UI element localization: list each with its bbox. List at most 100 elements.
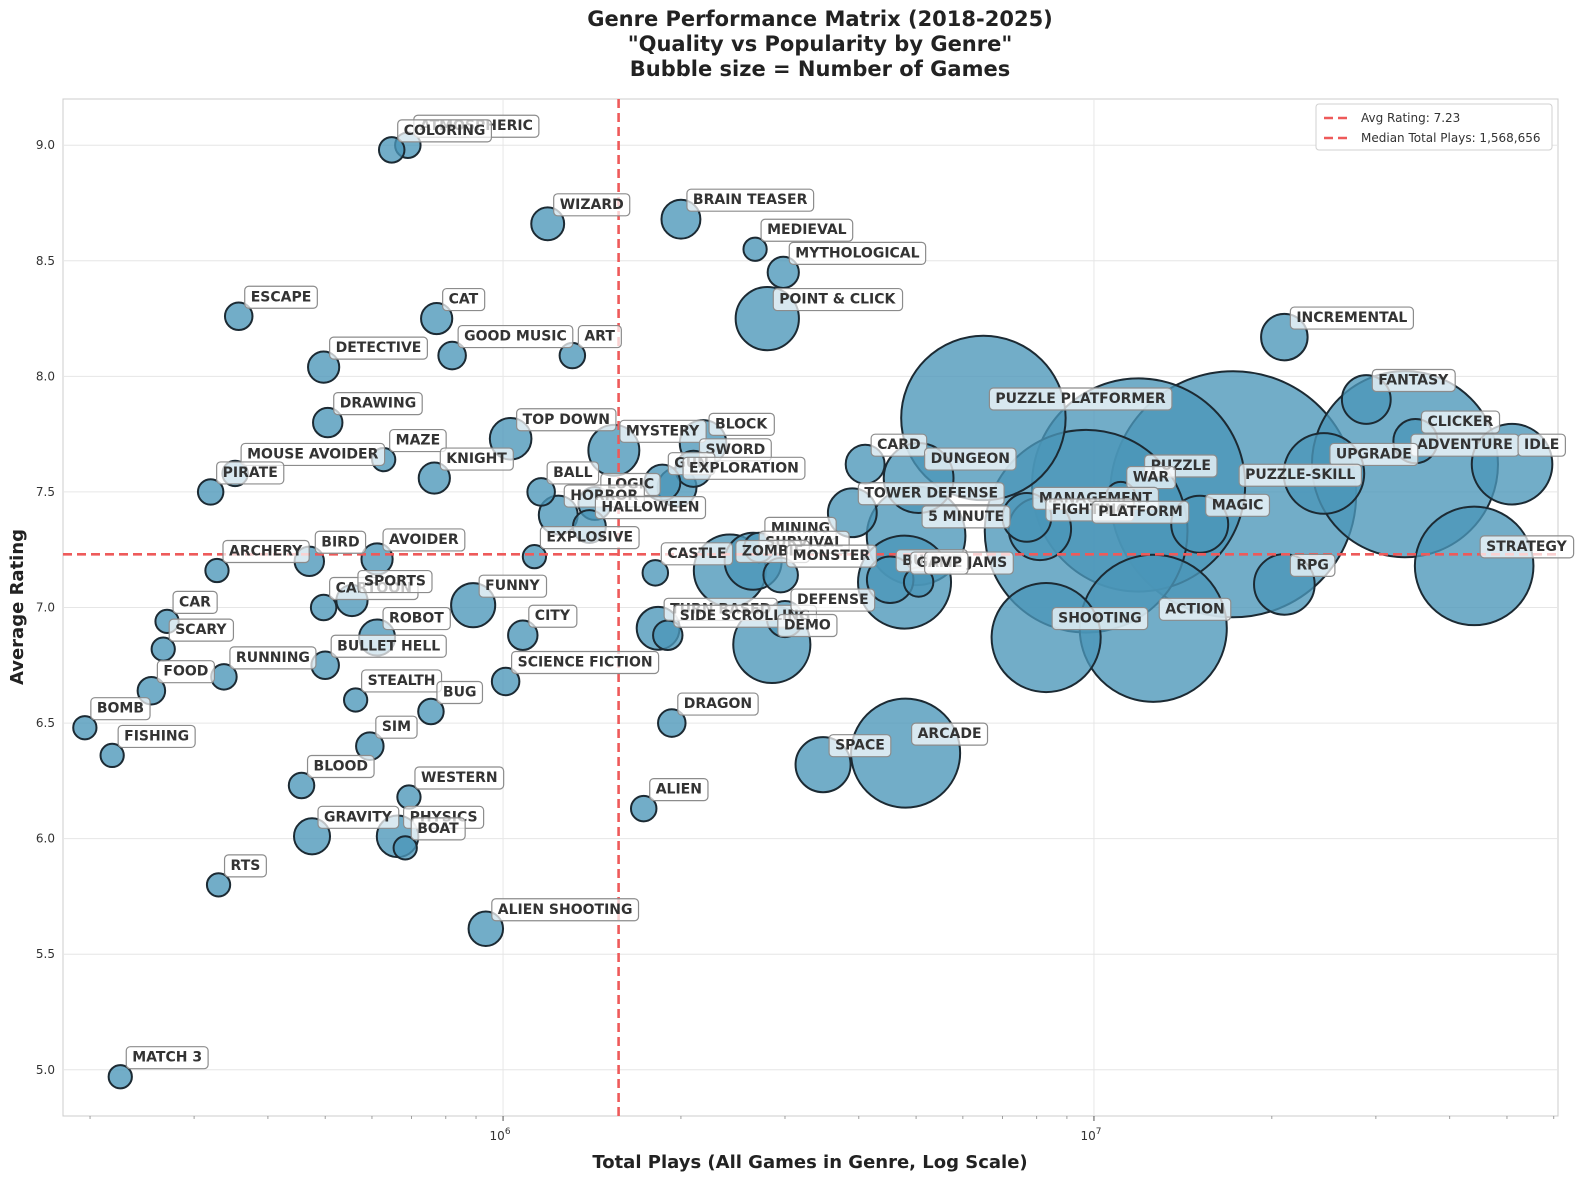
bubble-label-text: BIRD xyxy=(321,534,359,550)
bubble-label-text: FOOD xyxy=(163,664,208,680)
bubble-match-3 xyxy=(107,1064,133,1090)
bubble-label-box xyxy=(317,805,400,829)
bubble-label-box xyxy=(314,530,367,554)
bubble-label-box xyxy=(240,442,386,467)
bubble-label-point-click: POINT & CLICK xyxy=(772,287,904,312)
bubble-label-bug: BUG xyxy=(436,680,484,705)
bubble-label-drawing: DRAWING xyxy=(333,391,423,416)
y-tick-label: 7.5 xyxy=(36,485,55,499)
bubble-label-box xyxy=(772,287,904,312)
bubble-label-box xyxy=(329,336,428,360)
bubble-label-box xyxy=(516,408,617,432)
bubble-label-text: SCIENCE FICTION xyxy=(518,654,653,670)
bubble-label-box xyxy=(172,590,218,614)
bubble-label-text: ALIEN xyxy=(656,782,702,798)
bubble-label-box xyxy=(921,505,1011,529)
bubble-medieval xyxy=(742,236,768,262)
bubble-label-text: FISHING xyxy=(124,728,189,744)
bubble-label-knight: KNIGHT xyxy=(439,447,514,471)
bubble-label-box xyxy=(414,766,505,790)
bubble-label-box xyxy=(870,433,928,457)
bubble-pirate xyxy=(196,478,225,506)
bubble-ball xyxy=(526,477,556,507)
bubble-dragon xyxy=(657,708,687,738)
bubble-label-box xyxy=(1158,597,1232,621)
bubble-label-dragon: DRAGON xyxy=(677,692,759,716)
bubble-label-box xyxy=(1420,410,1501,434)
bubble-explosive xyxy=(521,544,548,570)
bubble-label-box xyxy=(660,542,734,566)
bubble-label-text: CLICKER xyxy=(1427,414,1493,430)
bubble-label-box xyxy=(1329,442,1419,467)
bubble-label-wizard: WIZARD xyxy=(553,193,631,217)
bubble-label-medieval: MEDIEVAL xyxy=(760,218,854,242)
bubble-mythological xyxy=(766,255,800,289)
bubble-label-sword: SWORD xyxy=(698,438,772,462)
bubble-label-space: SPACE xyxy=(828,734,892,758)
bubble-label-text: SIM xyxy=(382,719,411,735)
bubble-label-text: DUNGEON xyxy=(931,451,1010,467)
y-tick-label: 9.0 xyxy=(36,138,55,152)
bubble-coloring xyxy=(377,136,406,164)
bubble-label-text: CARD xyxy=(877,437,921,453)
bubble-label-text: BRAIN TEASER xyxy=(693,192,808,208)
bubble-label-box xyxy=(594,496,707,520)
bubble-label-detective: DETECTIVE xyxy=(329,336,428,360)
y-axis-ticks: 5.0 5.5 6.0 6.5 7.0 7.5 8.0 8.5 9.0 xyxy=(36,138,55,1077)
bubble-label-text: CAT xyxy=(449,292,479,308)
bubble-label-text: ACTION xyxy=(1165,601,1225,617)
bubble-label-rpg: RPG xyxy=(1289,553,1336,577)
bubble-bomb xyxy=(72,715,98,741)
bubble-label-text: BALL xyxy=(553,465,592,481)
bubble-label-text: WIZARD xyxy=(560,197,624,213)
bubble-label-strategy: STRATEGY xyxy=(1479,535,1575,559)
bubble-label-avoider: AVOIDER xyxy=(382,528,466,552)
bubble-label-city: CITY xyxy=(528,604,578,628)
bubble-label-text: DEFENSE xyxy=(797,592,869,608)
bubble-label-text: FUNNY xyxy=(485,578,540,594)
bubble-label-science-fiction: SCIENCE FICTION xyxy=(511,650,660,675)
legend-entry-label: Median Total Plays: 1,568,656 xyxy=(1361,131,1541,145)
bubble-label-text: GOOD MUSIC xyxy=(464,329,567,345)
y-tick-label: 8.5 xyxy=(36,254,55,268)
bubble-label-brain-teaser: BRAIN TEASER xyxy=(686,188,815,212)
bubble-label-dungeon: DUNGEON xyxy=(924,447,1017,471)
bubble-label-text: ART xyxy=(584,329,615,345)
x-tick-label: 106 xyxy=(490,1127,511,1143)
bubble-label-castle: CASTLE xyxy=(660,542,734,566)
bubble-label-box xyxy=(333,391,423,416)
bubble-label-box xyxy=(1479,535,1575,559)
bubble-label-box xyxy=(357,569,433,594)
bubble-label-text: AVOIDER xyxy=(389,532,459,548)
bubble-label-incremental: INCREMENTAL xyxy=(1289,306,1415,330)
bubble-label-stealth: STEALTH xyxy=(361,669,443,693)
bubble-label-box xyxy=(649,777,709,802)
bubble-label-halloween: HALLOWEEN xyxy=(594,496,707,520)
bubble-label-box xyxy=(1371,368,1456,393)
legend-entry-label: Avg Rating: 7.23 xyxy=(1361,111,1460,125)
bubble-label-blood: BLOOD xyxy=(306,754,375,779)
bubble-label-running: RUNNING xyxy=(229,646,317,670)
bubble-label-bomb: BOMB xyxy=(90,697,151,721)
bubble-label-box xyxy=(539,526,640,550)
bubble-label-box xyxy=(382,606,451,631)
bubble-label-box xyxy=(436,680,484,705)
bubble-label-text: MOUSE AVOIDER xyxy=(247,446,378,462)
bubble-label-mythological: MYTHOLOGICAL xyxy=(788,241,927,265)
bubble-label-alien: ALIEN xyxy=(649,777,709,802)
bubble-label-text: RPG xyxy=(1296,557,1329,573)
bubble-label-text: BOMB xyxy=(97,701,144,717)
bubble-label-fishing: FISHING xyxy=(117,724,196,749)
bubble-label-escape: ESCAPE xyxy=(244,285,318,309)
y-tick-label: 6.0 xyxy=(36,832,55,846)
bubble-label-box xyxy=(786,544,878,568)
x-axis-ticks: 106 107 xyxy=(89,1116,1555,1143)
bubble-detective xyxy=(307,350,341,384)
bubble-label-action: ACTION xyxy=(1158,597,1232,621)
bubble-label-text: MEDIEVAL xyxy=(767,222,847,238)
bubble-label-text: SWORD xyxy=(705,442,765,458)
bubble-label-text: EXPLOSIVE xyxy=(546,530,633,546)
bubble-fishing xyxy=(99,742,125,769)
bubble-label-text: MAZE xyxy=(396,433,440,449)
bubble-boat xyxy=(392,835,418,861)
